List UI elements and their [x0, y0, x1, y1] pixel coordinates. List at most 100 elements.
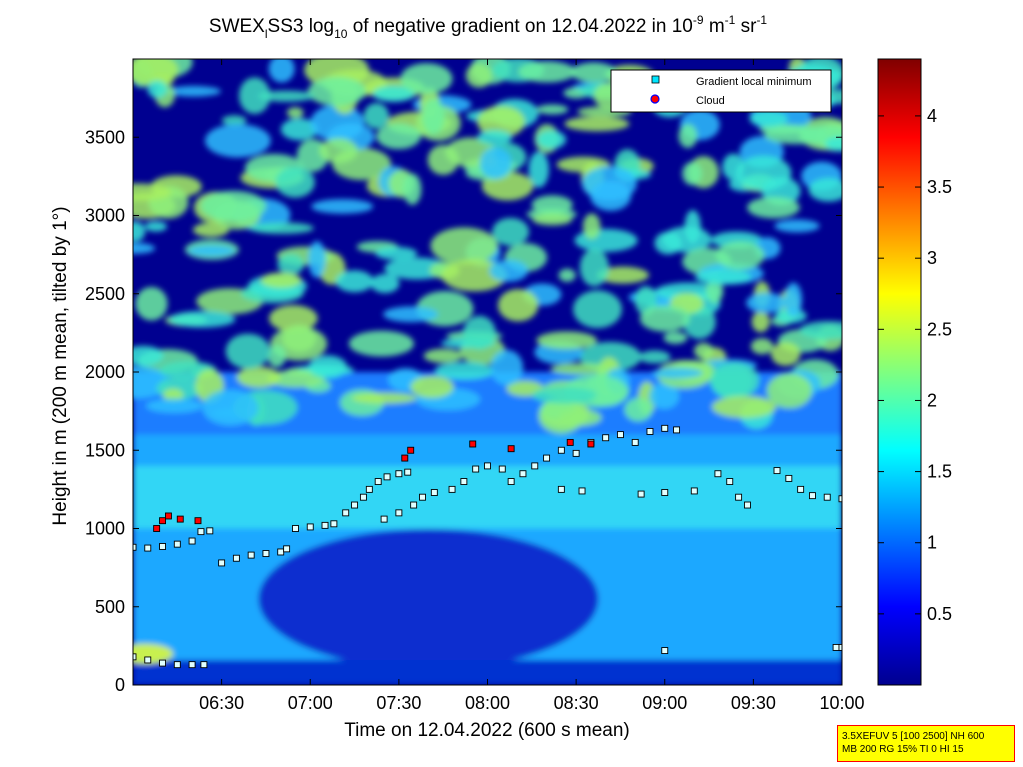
legend-label-cloud: Cloud	[696, 95, 725, 107]
gradient-minimum-point	[578, 487, 586, 495]
info-line-2: MB 200 RG 15% TI 0 HI 15	[842, 744, 964, 755]
gradient-minimum-point	[173, 661, 181, 669]
cloud-point	[401, 454, 409, 462]
gradient-minimum-point	[144, 544, 152, 552]
colorbar-tick-label: 1	[927, 533, 937, 553]
colorbar-tick-label: 2.5	[927, 319, 952, 339]
x-tick-label: 08:00	[465, 693, 510, 713]
gradient-minimum-point	[557, 485, 565, 493]
colorbar-tick-label: 2	[927, 390, 937, 410]
gradient-minimum-point	[351, 501, 359, 509]
gradient-minimum-point	[557, 446, 565, 454]
legend-marker-cloud	[650, 94, 660, 104]
info-line-1: 3.5XEFUV 5 [100 2500] NH 600	[842, 731, 985, 742]
gradient-minimum-point	[797, 485, 805, 493]
gradient-minimum-point	[661, 424, 669, 432]
gradient-minimum-point	[507, 478, 515, 485]
gradient-minimum-point	[646, 428, 654, 435]
gradient-minimum-point	[637, 490, 645, 498]
gradient-minimum-point	[690, 487, 698, 495]
gradient-minimum-point	[404, 468, 412, 476]
x-tick-label: 08:30	[554, 693, 599, 713]
y-axis: 0 500 1000 1500 2000 2500 3000 3500	[85, 127, 842, 695]
x-tick-label: 06:30	[199, 693, 244, 713]
legend-marker-gradient	[651, 75, 660, 84]
cloud-point	[507, 445, 515, 453]
gradient-minimum-point	[218, 559, 226, 567]
gradient-minimum-point	[572, 449, 580, 457]
gradient-minimum-point	[133, 653, 137, 661]
gradient-minimum-point	[188, 661, 196, 669]
gradient-minimum-point	[419, 493, 426, 501]
colorbar-tick-label: 1.5	[927, 462, 952, 482]
cloud-point	[587, 440, 595, 448]
cloud-point	[469, 440, 477, 448]
cloud-point	[164, 512, 172, 520]
gradient-minimum-point	[714, 470, 722, 478]
gradient-minimum-point	[330, 520, 338, 528]
gradient-minimum-point	[247, 551, 255, 559]
gradient-minimum-point	[206, 527, 214, 535]
gradient-minimum-point	[410, 501, 418, 509]
info-box: 3.5XEFUV 5 [100 2500] NH 600 MB 200 RG 1…	[837, 725, 1015, 762]
colorbar: 0.5 1 1.5 2 2.5 3 3.5 4	[877, 58, 952, 686]
x-tick-label: 09:30	[731, 693, 776, 713]
y-tick-label: 1000	[85, 519, 125, 539]
gradient-minimum-point	[232, 554, 240, 562]
gradient-minimum-point	[773, 467, 781, 475]
gradient-minimum-point	[306, 523, 314, 531]
gradient-minimum-point	[173, 540, 181, 548]
gradient-minimum-point	[144, 656, 152, 664]
gradient-minimum-point	[365, 485, 373, 493]
gradient-minimum-point	[809, 492, 816, 500]
legend-label-gradient: Gradient local minimum	[696, 76, 812, 88]
gradient-minimum-point	[616, 431, 624, 439]
gradient-minimum-point	[133, 543, 137, 551]
gradient-minimum-point	[531, 462, 539, 470]
chart-title: SWEXlSS3 log10 of negative gradient on 1…	[209, 13, 768, 41]
gradient-minimum-point	[785, 474, 793, 482]
y-tick-label: 1500	[85, 440, 125, 460]
marker-layer	[133, 424, 842, 669]
x-axis-label: Time on 12.04.2022 (600 s mean)	[344, 720, 630, 741]
gradient-minimum-point	[735, 493, 743, 501]
gradient-minimum-point	[484, 462, 491, 470]
gradient-minimum-point	[838, 643, 842, 651]
gradient-minimum-point	[159, 543, 166, 550]
gradient-minimum-point	[200, 661, 208, 669]
gradient-minimum-point	[832, 643, 840, 651]
x-tick-label: 07:30	[376, 693, 421, 713]
x-tick-label: 09:00	[642, 693, 687, 713]
gradient-minimum-point	[159, 659, 166, 667]
gradient-minimum-point	[726, 478, 734, 485]
gradient-minimum-point	[374, 478, 382, 485]
gradient-minimum-point	[661, 489, 669, 496]
gradient-minimum-point	[631, 438, 639, 446]
y-tick-label: 2500	[85, 284, 125, 304]
gradient-minimum-point	[673, 426, 681, 434]
gradient-minimum-point	[519, 470, 527, 478]
y-tick-label: 0	[115, 675, 125, 695]
gradient-minimum-point	[744, 501, 751, 509]
cloud-point	[153, 525, 161, 532]
cloud-point	[194, 517, 202, 525]
colorbar-tick-label: 3.5	[927, 177, 952, 197]
gradient-minimum-point	[472, 465, 480, 473]
gradient-minimum-point	[321, 521, 329, 529]
gradient-minimum-point	[823, 493, 831, 501]
y-tick-label: 500	[95, 597, 125, 617]
gradient-minimum-point	[277, 548, 285, 556]
gradient-minimum-point	[543, 454, 551, 462]
gradient-minimum-point	[188, 537, 196, 545]
gradient-minimum-point	[395, 470, 403, 478]
gradient-minimum-point	[283, 545, 291, 553]
cloud-point	[407, 446, 415, 454]
y-tick-label: 2000	[85, 362, 125, 382]
colorbar-tick-label: 3	[927, 248, 937, 268]
cloud-point	[566, 438, 574, 446]
colorbar-tick-label: 4	[927, 106, 937, 126]
y-tick-label: 3000	[85, 206, 125, 226]
gradient-minimum-point	[395, 509, 403, 517]
gradient-minimum-point	[359, 493, 367, 501]
x-tick-label: 07:00	[288, 693, 333, 713]
